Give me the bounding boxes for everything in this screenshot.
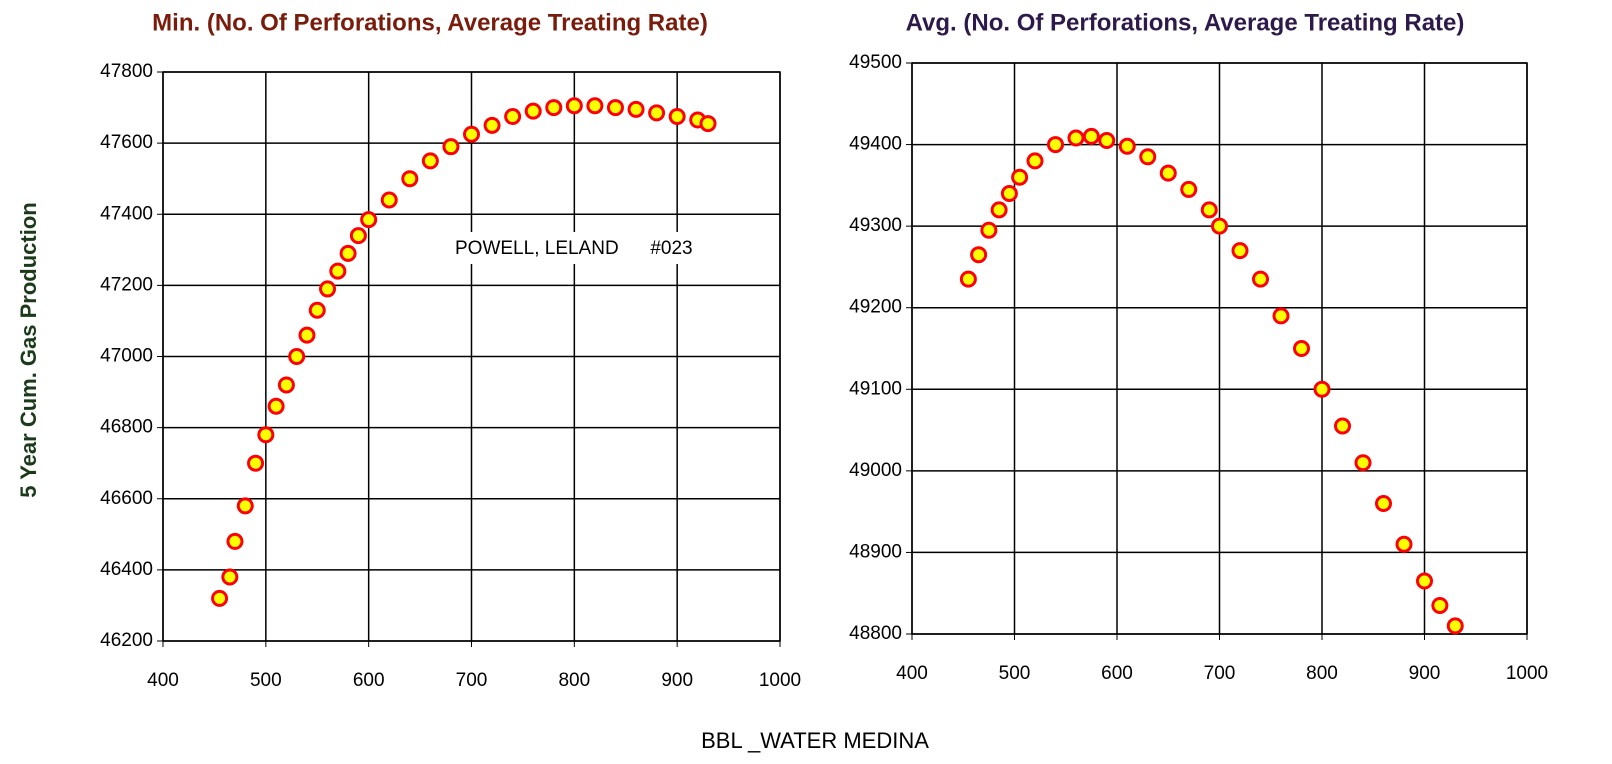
x-tick-label: 900 [1409, 663, 1441, 684]
marker [668, 107, 686, 125]
y-tick-label: 46400 [100, 559, 153, 580]
y-tick-label: 48900 [849, 541, 902, 562]
x-tick-label: 400 [147, 670, 179, 691]
marker [1211, 217, 1228, 235]
marker [980, 221, 998, 239]
x-tick-label: 800 [558, 670, 590, 691]
marker [247, 454, 265, 472]
y-tick-label: 49000 [849, 460, 902, 481]
y-tick-label: 49200 [849, 297, 902, 318]
marker [1000, 185, 1018, 203]
y-tick-label: 47400 [100, 203, 153, 224]
marker [565, 97, 583, 115]
marker [442, 138, 460, 156]
marker [1011, 168, 1029, 186]
y-tick-label: 49400 [849, 134, 902, 155]
marker [1395, 535, 1413, 553]
marker [1231, 242, 1249, 260]
marker [1252, 270, 1269, 288]
marker [1098, 131, 1116, 149]
y-tick-label: 46200 [100, 630, 153, 651]
marker [524, 102, 542, 120]
x-tick-label: 500 [999, 663, 1031, 684]
marker [1159, 164, 1177, 182]
marker [545, 99, 563, 117]
marker [1139, 148, 1157, 166]
marker [1118, 137, 1136, 155]
marker [1200, 201, 1218, 219]
marker [1026, 152, 1044, 170]
marker [504, 107, 522, 125]
marker [990, 201, 1008, 219]
marker [360, 211, 378, 229]
y-tick-label: 48800 [849, 623, 902, 644]
marker [1313, 380, 1331, 398]
marker [959, 270, 977, 288]
marker [1334, 417, 1351, 435]
marker [211, 589, 229, 607]
chart-title: Avg. (No. Of Perforations, Average Treat… [906, 9, 1465, 36]
marker [339, 244, 357, 262]
marker [421, 152, 439, 170]
x-axis-label: BBL _WATER MEDINA [701, 728, 929, 753]
x-tick-label: 400 [896, 663, 928, 684]
x-tick-label: 1000 [759, 670, 801, 691]
x-tick-label: 600 [1101, 663, 1133, 684]
y-tick-label: 46600 [100, 488, 153, 509]
marker [1431, 596, 1449, 614]
marker [1375, 494, 1392, 512]
marker [1082, 127, 1100, 145]
marker [308, 301, 326, 319]
marker [401, 170, 419, 188]
y-tick-label: 49500 [849, 52, 902, 73]
annotation-box [445, 232, 763, 264]
x-tick-label: 1000 [1506, 663, 1548, 684]
x-tick-label: 500 [250, 670, 282, 691]
y-tick-label: 47200 [100, 274, 153, 295]
marker [1446, 617, 1464, 635]
marker [226, 532, 244, 550]
marker [236, 497, 254, 515]
marker [463, 125, 480, 143]
x-tick-label: 700 [456, 670, 488, 691]
y-tick-label: 49300 [849, 215, 902, 236]
marker [1416, 572, 1433, 590]
marker [221, 568, 239, 586]
marker [298, 326, 316, 344]
marker [606, 99, 624, 117]
marker [1272, 307, 1290, 325]
x-tick-label: 900 [661, 670, 693, 691]
chart-title: Min. (No. Of Perforations, Average Treat… [152, 9, 708, 36]
marker [648, 104, 666, 122]
y-tick-label: 46800 [100, 417, 153, 438]
marker [1354, 454, 1372, 472]
marker [257, 426, 275, 444]
marker [277, 376, 295, 394]
y-tick-label: 47000 [100, 346, 153, 367]
marker [319, 280, 337, 298]
marker [267, 397, 285, 415]
marker [1047, 136, 1064, 154]
x-tick-label: 700 [1204, 663, 1236, 684]
marker [288, 348, 306, 365]
marker [349, 227, 367, 245]
marker [627, 100, 645, 118]
x-tick-label: 800 [1306, 663, 1338, 684]
marker [1180, 180, 1198, 198]
marker [586, 97, 604, 115]
marker [970, 246, 988, 264]
marker [380, 191, 398, 209]
y-tick-label: 47600 [100, 132, 153, 153]
marker [483, 116, 501, 134]
marker [1293, 340, 1310, 357]
marker [1067, 129, 1085, 147]
x-tick-label: 600 [353, 670, 385, 691]
marker [329, 262, 347, 280]
y-axis-label: 5 Year Cum. Gas Production [16, 202, 41, 497]
annotation: POWELL, LELAND #023 [455, 238, 693, 259]
y-tick-label: 49100 [849, 378, 902, 399]
y-tick-label: 47800 [100, 61, 153, 82]
marker [699, 115, 717, 133]
